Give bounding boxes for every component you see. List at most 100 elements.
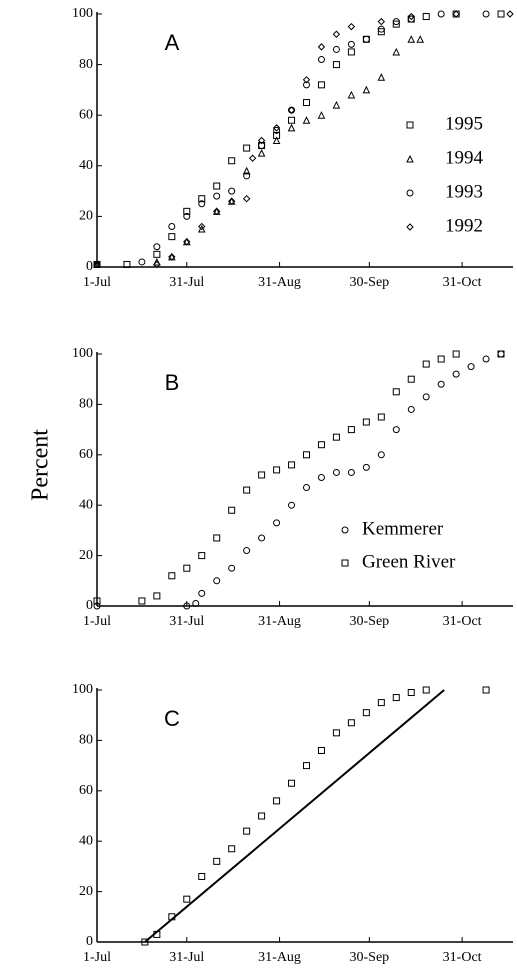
y-tick-label: 40: [79, 497, 93, 512]
panel-label: A: [165, 30, 180, 55]
marker: [392, 47, 401, 56]
marker: [273, 797, 281, 805]
marker: [192, 599, 200, 607]
marker: [288, 116, 296, 124]
marker: [362, 418, 370, 426]
marker: [153, 592, 161, 600]
y-tick-label: 0: [86, 259, 93, 274]
marker: [302, 76, 311, 84]
marker: [482, 355, 490, 363]
marker: [153, 250, 161, 258]
marker: [377, 73, 386, 81]
marker: [317, 43, 326, 51]
y-tick-label: 20: [79, 209, 93, 224]
x-tick-label: 31-Jul: [169, 950, 204, 965]
marker: [347, 426, 355, 434]
marker: [258, 534, 266, 542]
marker: [168, 253, 176, 261]
marker: [243, 172, 251, 180]
marker: [407, 689, 415, 697]
marker: [422, 360, 430, 368]
marker: [332, 61, 340, 69]
marker: [332, 45, 340, 53]
marker: [506, 10, 514, 18]
marker: [183, 212, 191, 220]
marker: [242, 194, 251, 203]
marker: [482, 686, 490, 694]
marker: [228, 506, 236, 514]
marker: [347, 90, 356, 99]
y-tick-label: 80: [79, 57, 93, 72]
marker: [272, 136, 281, 144]
marker: [213, 857, 221, 865]
marker: [288, 501, 296, 509]
marker: [332, 30, 341, 38]
marker: [437, 10, 445, 18]
marker: [347, 719, 355, 727]
legend-marker: [406, 154, 414, 163]
legend-marker: [406, 121, 414, 129]
marker: [228, 845, 236, 853]
x-tick-label: 31-Jul: [169, 614, 204, 629]
legend-label: 1994: [445, 147, 484, 168]
marker: [198, 552, 206, 560]
marker: [213, 192, 221, 200]
marker: [272, 124, 281, 132]
marker: [273, 466, 281, 474]
y-tick-label: 100: [72, 682, 93, 697]
marker: [452, 350, 460, 358]
x-tick-label: 1-Jul: [83, 275, 111, 290]
marker: [213, 182, 221, 190]
marker: [93, 597, 101, 605]
y-tick-label: 100: [72, 6, 93, 21]
legend-label: Kemmerer: [362, 518, 444, 539]
marker: [407, 375, 415, 383]
marker: [332, 468, 340, 476]
x-tick-label: 31-Aug: [258, 614, 301, 629]
marker: [392, 694, 400, 702]
marker: [198, 200, 206, 208]
marker: [497, 350, 505, 358]
marker: [332, 729, 340, 737]
x-tick-label: 1-Jul: [83, 614, 111, 629]
x-tick-label: 30-Sep: [350, 950, 390, 965]
marker: [482, 10, 490, 18]
marker: [287, 123, 296, 132]
marker: [497, 10, 505, 18]
marker: [347, 40, 355, 48]
marker: [302, 762, 310, 770]
marker: [183, 207, 191, 215]
marker: [392, 426, 400, 434]
marker: [392, 388, 400, 396]
panel-label: C: [164, 706, 180, 731]
y-tick-label: 80: [79, 397, 93, 412]
marker: [377, 699, 385, 707]
marker: [183, 564, 191, 572]
marker: [302, 451, 310, 459]
marker: [317, 111, 326, 119]
legend-marker: [406, 223, 414, 231]
marker: [317, 56, 325, 64]
marker: [228, 564, 236, 572]
marker: [198, 872, 206, 880]
marker: [273, 126, 281, 134]
marker: [392, 20, 400, 28]
marker: [437, 380, 445, 388]
marker: [317, 81, 325, 89]
marker: [362, 463, 370, 471]
marker: [183, 237, 191, 246]
marker: [467, 363, 475, 371]
line: [144, 689, 445, 943]
x-tick-label: 31-Aug: [258, 275, 301, 290]
marker: [317, 441, 325, 449]
marker: [273, 519, 281, 527]
marker: [198, 222, 206, 231]
marker: [141, 938, 149, 946]
marker: [347, 48, 355, 56]
marker: [332, 433, 340, 441]
marker: [153, 257, 161, 266]
y-tick-label: 20: [79, 884, 93, 899]
x-tick-label: 31-Aug: [258, 950, 301, 965]
marker: [302, 116, 311, 124]
marker: [258, 812, 266, 820]
